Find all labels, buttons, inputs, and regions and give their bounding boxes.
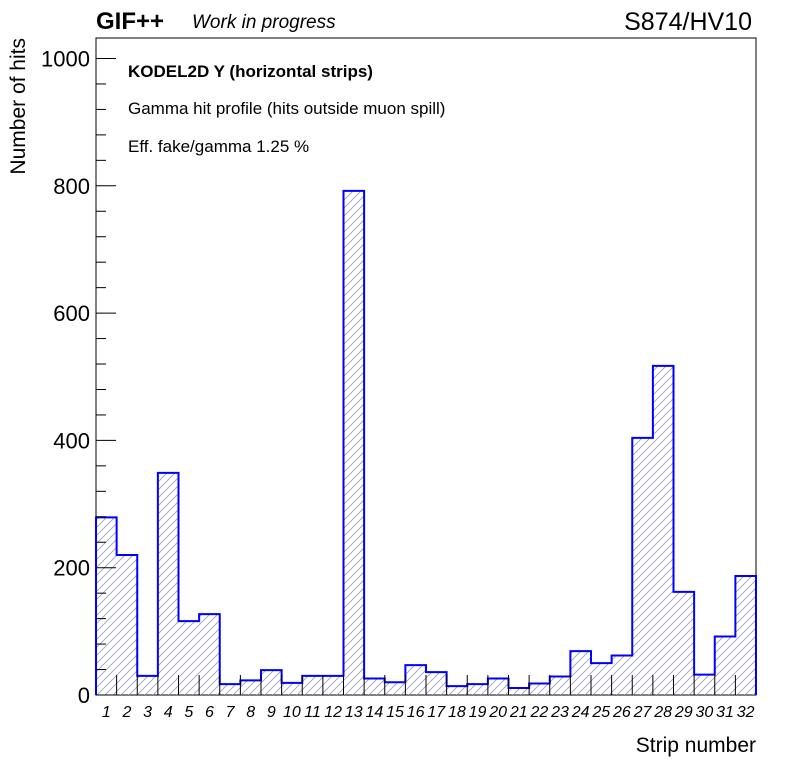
x-tick-label: 32	[737, 704, 755, 721]
histogram-bar-9	[261, 670, 282, 695]
x-tick-label: 15	[386, 704, 404, 721]
x-axis-label: Strip number	[636, 734, 756, 757]
x-tick-label: 12	[324, 704, 342, 721]
x-tick-label: 1	[102, 704, 111, 721]
histogram-bar-5	[178, 621, 200, 695]
histogram-bar-13	[343, 190, 365, 695]
histogram-bar-3	[137, 675, 158, 695]
x-tick-label: 21	[509, 704, 528, 721]
histogram-bar-7	[219, 684, 241, 695]
histogram-bar-25	[591, 663, 612, 695]
histogram-bar-27	[632, 437, 653, 695]
y-tick-label: 0	[78, 683, 90, 708]
x-tick-label: 8	[246, 704, 255, 721]
histogram-bar-19	[467, 684, 488, 695]
histogram-bar-23	[549, 676, 571, 695]
x-tick-label: 18	[448, 704, 466, 721]
x-tick-label: 30	[696, 704, 714, 721]
histogram-bar-11	[302, 675, 323, 695]
histogram-bar-8	[240, 680, 261, 695]
x-axis: 1 2 3 4 5 6 7 8 9 10 11 12 13 14 15 16 17 18 19 20 21 22 23 24 2…	[102, 675, 755, 721]
x-tick-label: 14	[366, 704, 384, 721]
legend-line-1: KODEL2D Y (horizontal strips)	[128, 62, 373, 81]
x-tick-label: 29	[674, 704, 693, 721]
x-tick-label: 19	[469, 704, 487, 721]
x-tick-label: 23	[550, 704, 569, 721]
x-tick-label: 2	[121, 704, 131, 721]
histogram-bar-17	[426, 672, 447, 695]
y-axis: 0 200 400 600 800 1000	[41, 47, 116, 708]
x-tick-label: 31	[716, 704, 734, 721]
histogram-bar-32	[735, 575, 756, 695]
y-tick-label: 200	[53, 556, 90, 581]
status-label: Work in progress	[192, 12, 336, 33]
histogram-outline	[95, 189, 757, 695]
y-axis-label: Number of hits	[7, 38, 30, 175]
x-tick-label: 16	[407, 704, 425, 721]
experiment-title: GIF++	[96, 8, 165, 35]
x-tick-label: 25	[591, 704, 610, 721]
histogram-bars	[95, 189, 757, 695]
histogram-bar-21	[508, 687, 530, 695]
x-tick-label: 24	[571, 704, 590, 721]
y-tick-label: 1000	[41, 47, 90, 72]
histogram-bar-15	[384, 682, 406, 695]
x-tick-label: 9	[267, 704, 276, 721]
histogram-bar-20	[487, 678, 509, 695]
run-label: S874/HV10	[624, 8, 752, 36]
histogram-bar-18	[446, 686, 468, 695]
histogram-bar-2	[116, 554, 138, 695]
histogram-bar-31	[714, 636, 736, 695]
x-tick-label: 4	[164, 704, 173, 721]
histogram-bar-29	[673, 591, 695, 695]
x-tick-label: 5	[184, 704, 193, 721]
x-tick-label: 10	[283, 704, 301, 721]
y-tick-label: 800	[53, 174, 90, 199]
histogram-bar-16	[405, 665, 426, 695]
histogram-bar-24	[570, 651, 591, 695]
histogram-bar-14	[364, 678, 385, 695]
histogram-bar-12	[322, 675, 344, 695]
histogram-bar-4	[157, 472, 179, 695]
x-tick-label: 6	[205, 704, 214, 721]
histogram-bar-10	[281, 682, 303, 695]
x-tick-label: 7	[226, 704, 236, 721]
x-tick-label: 13	[345, 704, 363, 721]
x-tick-label: 20	[488, 704, 507, 721]
histogram-bar-1	[96, 517, 117, 695]
x-tick-label: 3	[143, 704, 152, 721]
histogram-bar-22	[529, 683, 550, 695]
legend-line-2: Gamma hit profile (hits outside muon spi…	[128, 99, 445, 118]
histogram-bar-30	[694, 674, 715, 695]
y-tick-label: 600	[53, 301, 90, 326]
legend-line-3: Eff. fake/gamma 1.25 %	[128, 137, 309, 156]
x-tick-label: 22	[530, 704, 549, 721]
histogram-bar-26	[611, 655, 633, 695]
histogram-bar-28	[652, 365, 674, 695]
x-tick-label: 17	[427, 704, 446, 721]
histogram-bar-6	[199, 614, 220, 695]
y-tick-label: 400	[53, 428, 90, 453]
x-tick-label: 28	[653, 704, 672, 721]
x-tick-label: 27	[633, 704, 653, 721]
x-tick-label: 11	[304, 704, 321, 721]
x-tick-label: 26	[612, 704, 631, 721]
